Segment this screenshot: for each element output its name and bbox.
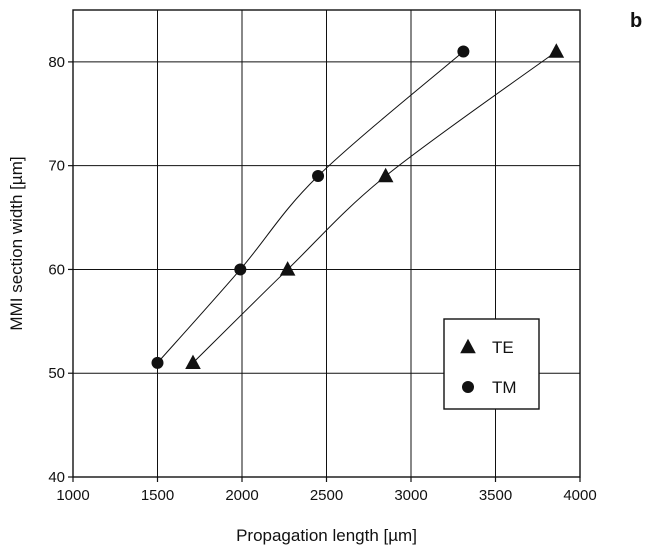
legend-marker-tm [462,381,474,393]
x-tick-label-1000: 1000 [56,487,89,504]
x-tick-label-4000: 4000 [563,487,596,504]
grid-lines [72,10,581,478]
y-tick-label-60: 60 [48,261,65,278]
te-point-2 [377,167,394,183]
fit-curves [157,51,557,364]
tm-point-2 [312,170,325,183]
legend-label-te: TE [492,338,514,357]
te-point-0 [185,354,201,370]
tm-point-1 [234,263,247,276]
x-tick-label-1500: 1500 [141,487,174,504]
fit-curve-tm [157,51,464,364]
y-tick-label-40: 40 [48,469,65,486]
y-tick-label-50: 50 [48,365,65,382]
panel-label: b [630,10,642,32]
x-tick-label-3500: 3500 [479,487,512,504]
y-axis-title: MMI section width [µm] [7,156,26,330]
te-point-3 [548,43,565,58]
fit-curve-te [192,51,557,364]
x-tick-label-2500: 2500 [310,487,343,504]
x-tick-label-2000: 2000 [225,487,258,504]
x-axis-title: Propagation length [µm] [236,526,417,545]
data-markers [151,43,565,370]
x-tick-label-3000: 3000 [394,487,427,504]
legend: TE TM [443,318,540,410]
tm-point-0 [151,356,164,369]
axis-tick-labels: 1000 1500 2000 2500 3000 3500 4000 40 50 60 70 80 [48,54,596,504]
y-tick-label-70: 70 [48,158,65,175]
legend-marker-te [460,338,476,354]
legend-label-tm: TM [492,378,517,397]
y-tick-label-80: 80 [48,54,65,71]
legend-box [443,318,540,410]
te-point-1 [279,261,296,276]
legend-entries: TE TM [460,338,517,397]
tm-point-3 [457,45,470,58]
